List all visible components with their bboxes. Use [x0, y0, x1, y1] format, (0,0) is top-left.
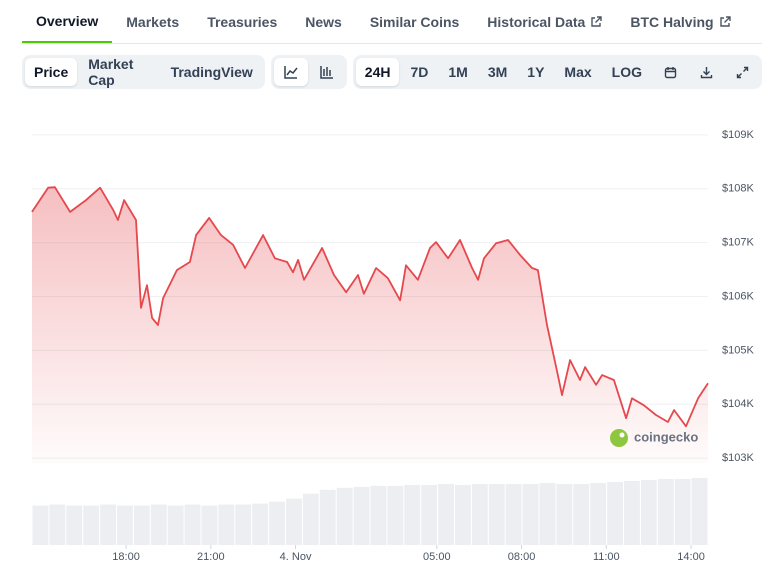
volume-bar	[674, 478, 691, 545]
volume-bar	[66, 505, 83, 545]
volume-bar	[624, 480, 640, 545]
volume-bar	[438, 483, 454, 545]
volume-bar	[522, 483, 539, 545]
tab[interactable]: Treasuries	[207, 13, 278, 30]
volume-bar	[336, 487, 353, 545]
external-icon	[719, 15, 731, 27]
calendar-button[interactable]	[653, 58, 687, 86]
tab-label: Historical Data	[487, 13, 586, 30]
x-tick-label: 11:00	[593, 551, 620, 563]
volume-bar	[286, 498, 302, 545]
volume-bar	[201, 505, 218, 545]
volume-bar	[387, 485, 404, 545]
y-tick-label: $108K	[722, 183, 754, 195]
button[interactable]: 7D	[410, 64, 429, 80]
volume-bar	[100, 504, 116, 545]
tab-label: BTC Halving	[630, 13, 714, 30]
watermark: coingecko	[610, 429, 698, 447]
y-tick-label: $106K	[722, 290, 754, 302]
tab-bar: Overview Markets Treasuries News Similar…	[22, 0, 762, 44]
volume-bar	[269, 501, 285, 545]
y-tick-label: $109K	[722, 129, 754, 141]
volume-bar	[370, 485, 387, 545]
volume-bar	[556, 483, 573, 545]
watermark-text: coingecko	[634, 429, 698, 444]
volume-bar	[505, 483, 522, 545]
volume-bar	[218, 504, 235, 545]
y-tick-label: $104K	[722, 398, 754, 410]
volume-bar	[83, 505, 100, 545]
volume-bar	[353, 486, 370, 545]
y-tick-label: $105K	[722, 344, 754, 356]
y-tick-label: $103K	[722, 452, 754, 464]
tab[interactable]: Similar Coins	[369, 13, 460, 30]
volume-bar	[421, 484, 438, 545]
external-icon	[591, 15, 603, 27]
y-tick-label: $107K	[722, 237, 754, 249]
toolbar: Price Market Cap TradingView 24H 7D 1M 3…	[22, 55, 762, 89]
button[interactable]: 3M	[487, 64, 508, 80]
button[interactable]: TradingView	[170, 64, 253, 80]
tab[interactable]: Markets	[126, 13, 180, 30]
volume-bar	[590, 482, 607, 545]
price-line	[31, 186, 709, 428]
volume-bar	[691, 478, 708, 545]
x-tick-label: 4. Nov	[280, 551, 312, 563]
volume-bar	[235, 504, 252, 545]
button[interactable]: 1Y	[527, 64, 545, 80]
button[interactable]: 24H	[355, 58, 400, 86]
button[interactable]: 1M	[448, 64, 468, 80]
range-group: 24H 7D 1M 3M 1Y Max LOG	[352, 55, 762, 89]
volume-bar	[150, 504, 167, 545]
x-tick-label: 18:00	[112, 551, 140, 563]
volume-bar	[471, 483, 488, 545]
candle-chart-button[interactable]	[310, 58, 344, 86]
volume-bar	[657, 478, 674, 545]
volume-bar	[117, 505, 133, 545]
volume-bar	[133, 505, 150, 545]
button[interactable]: LOG	[611, 64, 642, 80]
volume-bar	[539, 482, 556, 545]
tab[interactable]: BTC Halving	[616, 0, 744, 43]
tab[interactable]: Historical Data	[473, 0, 616, 43]
volume-bar	[32, 505, 49, 545]
volume-bar	[302, 493, 319, 545]
volume-bar	[607, 481, 623, 545]
volume-bar	[167, 505, 184, 545]
volume-bar	[404, 484, 421, 545]
volume-bar	[488, 483, 505, 545]
expand-button[interactable]	[725, 58, 759, 86]
x-tick-label: 05:00	[423, 551, 451, 563]
volume-bar	[49, 504, 66, 545]
line-chart-button[interactable]	[273, 58, 308, 86]
x-tick-label: 14:00	[677, 551, 705, 563]
button[interactable]: Price	[25, 58, 78, 86]
volume-bar	[455, 484, 471, 545]
volume-bar	[252, 503, 269, 545]
volume-bar	[319, 489, 336, 545]
volume-bar	[573, 483, 590, 545]
download-button[interactable]	[689, 58, 723, 86]
x-tick-label: 21:00	[197, 551, 225, 563]
style-group	[270, 55, 347, 89]
volume-bar	[640, 479, 657, 545]
price-area	[32, 187, 708, 463]
tab[interactable]: News	[305, 13, 342, 30]
tab[interactable]: Overview	[22, 0, 113, 43]
button[interactable]: Market Cap	[88, 56, 134, 88]
chart-type-group: Price Market Cap TradingView	[22, 55, 265, 89]
button[interactable]: Max	[564, 64, 592, 80]
volume-bar	[184, 504, 201, 545]
x-tick-label: 08:00	[508, 551, 536, 563]
